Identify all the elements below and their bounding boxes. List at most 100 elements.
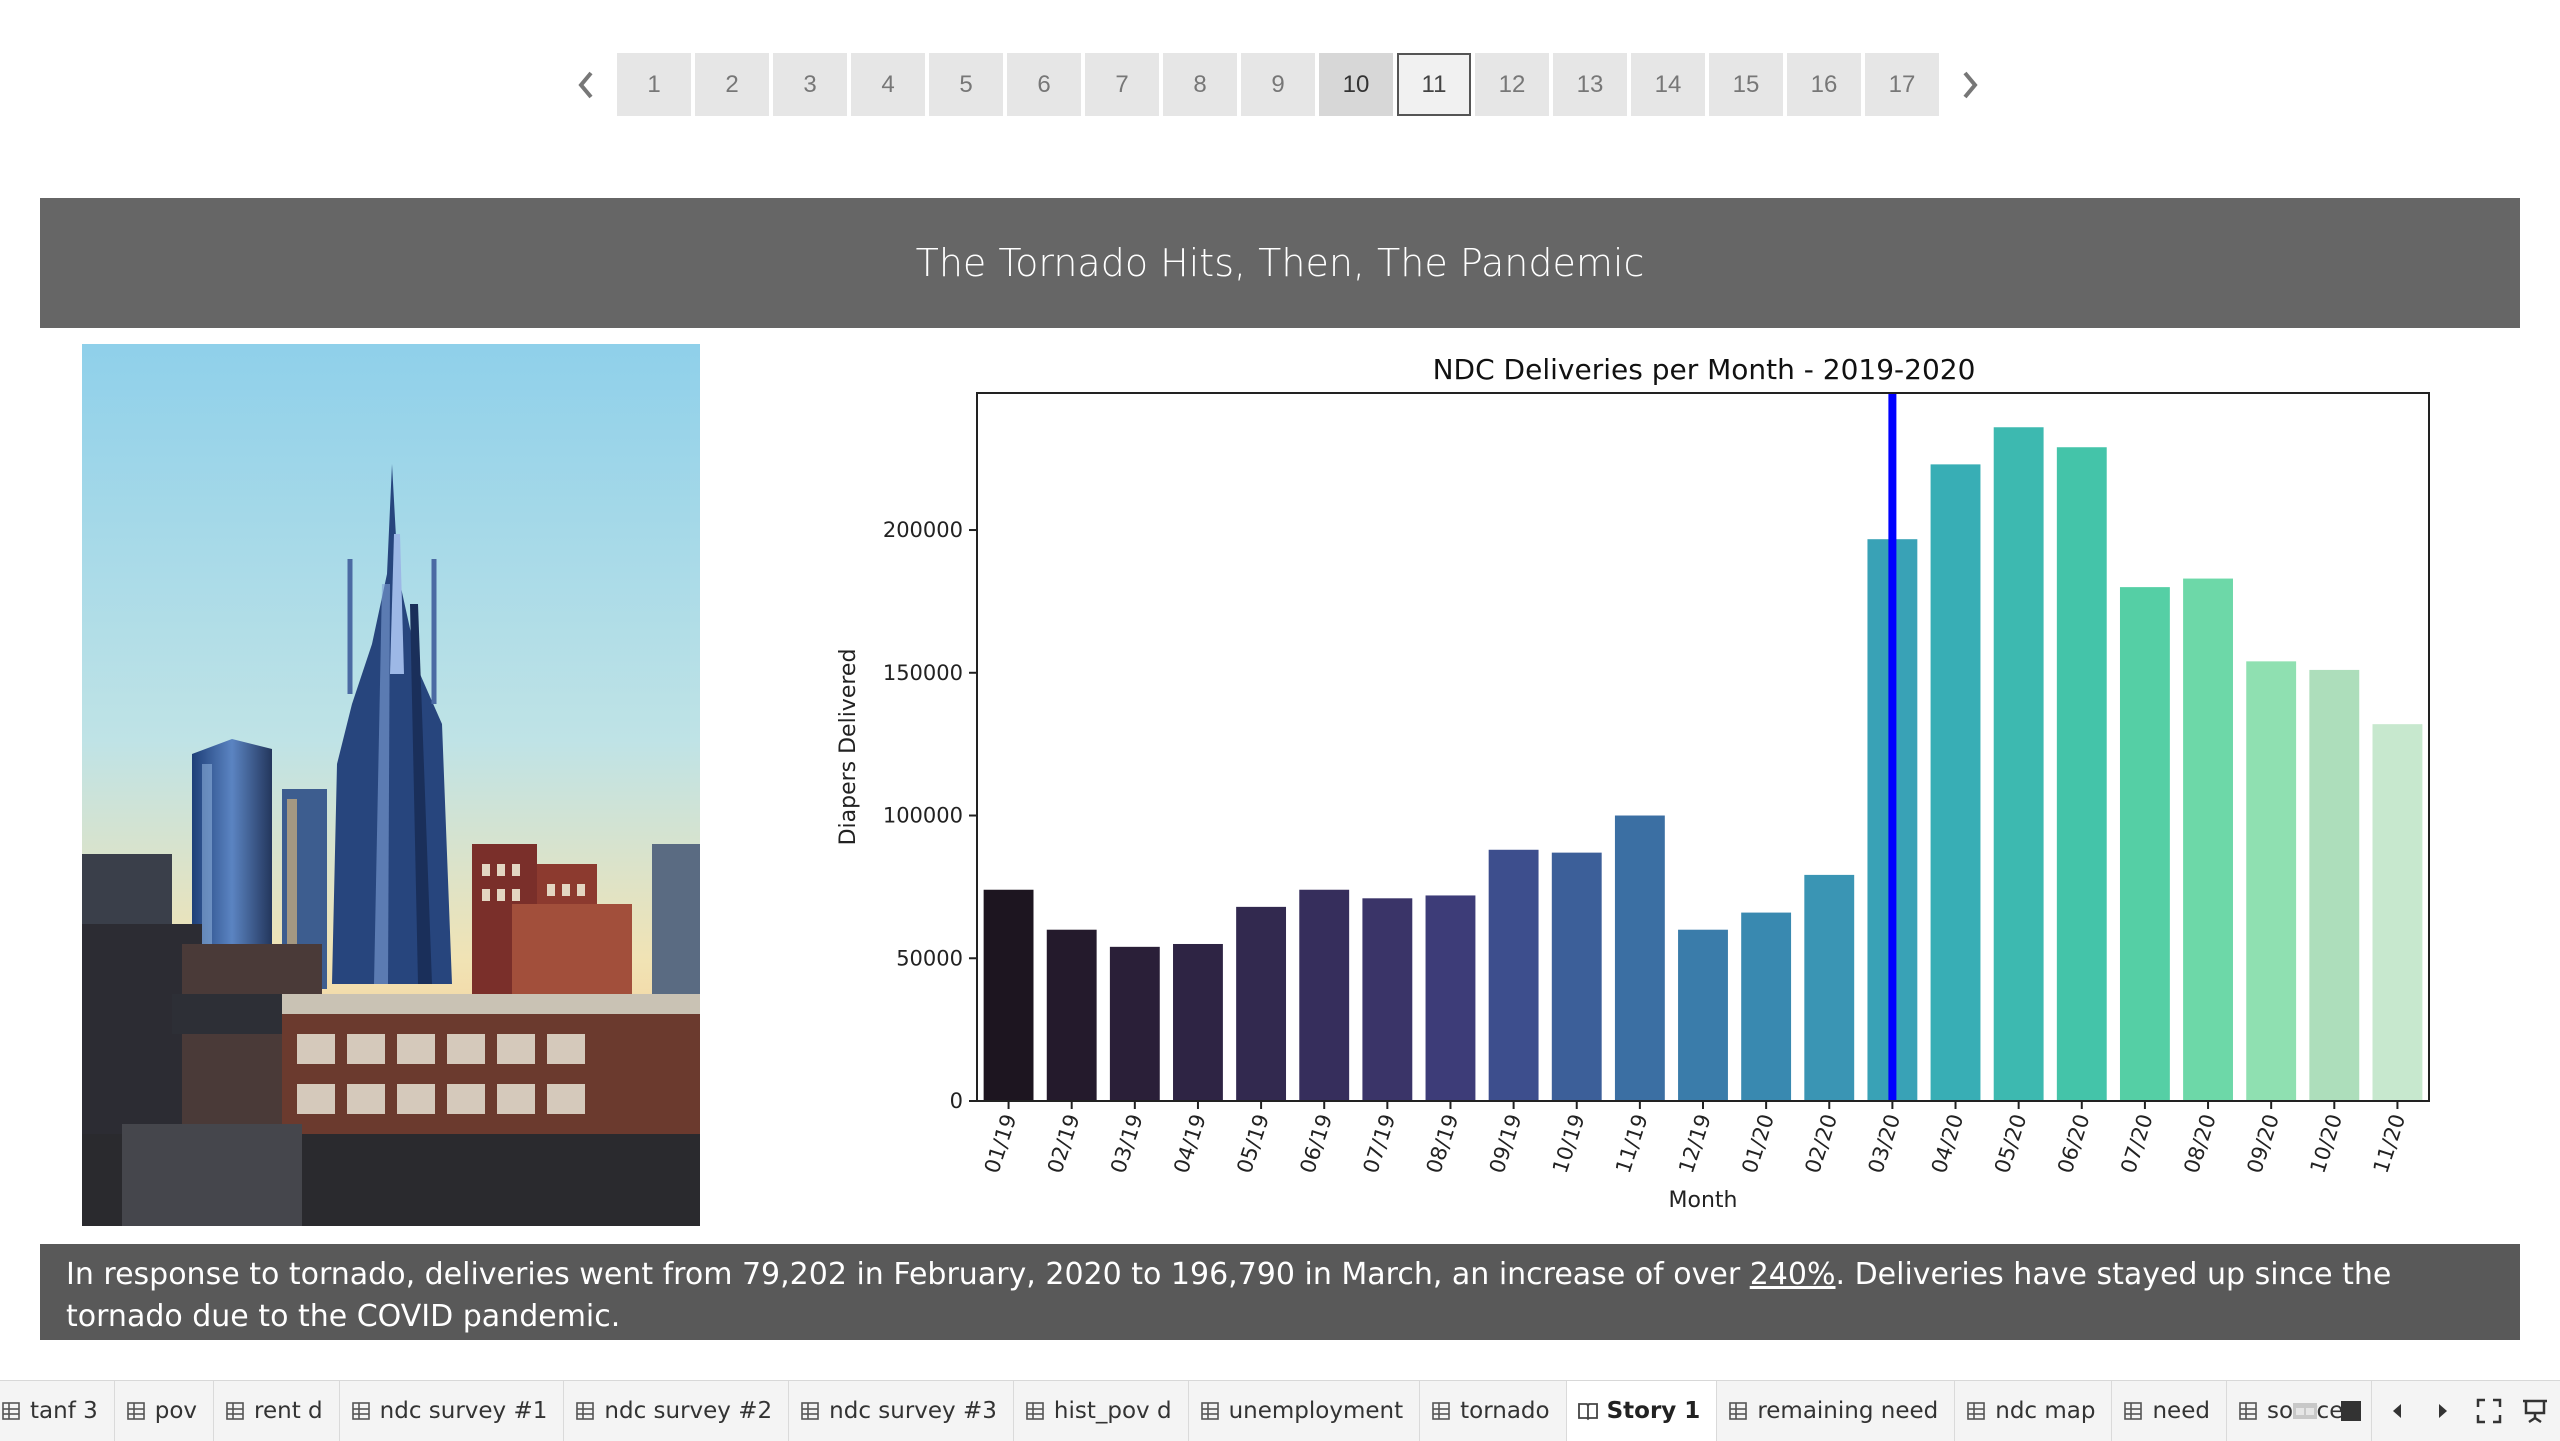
tab-ndc-survey-2[interactable]: ndc survey #2	[564, 1381, 790, 1441]
tab-label: rent d	[254, 1398, 323, 1424]
tab-label: need	[2152, 1398, 2210, 1424]
x-tick-label: 04/19	[1169, 1111, 1211, 1176]
tab-label: ndc survey #3	[829, 1398, 997, 1424]
story-point-9[interactable]: 9	[1241, 53, 1315, 116]
tab-tanf-3[interactable]: tanf 3	[0, 1381, 115, 1441]
tab-ndc-survey-3[interactable]: ndc survey #3	[789, 1381, 1014, 1441]
bar-08-19[interactable]	[1425, 895, 1476, 1101]
bar-04-19[interactable]	[1173, 943, 1223, 1101]
story-point-11[interactable]: 11	[1397, 53, 1471, 116]
tab-need[interactable]: need	[2112, 1381, 2227, 1441]
sheet-icon	[346, 1381, 376, 1441]
x-tick-label: 04/20	[1927, 1111, 1969, 1176]
x-tick-label: 11/19	[1611, 1111, 1653, 1176]
bar-11-19[interactable]	[1614, 815, 1665, 1101]
scroll-right-icon[interactable]	[2424, 1391, 2462, 1431]
sheet-icon	[1723, 1381, 1753, 1441]
y-tick-label: 50000	[896, 946, 963, 970]
bar-08-20[interactable]	[2183, 578, 2233, 1101]
story-point-17[interactable]: 17	[1865, 53, 1939, 116]
story-point-8[interactable]: 8	[1163, 53, 1237, 116]
tab-bar-tools	[2286, 1381, 2554, 1441]
x-tick-label: 10/19	[1548, 1111, 1590, 1176]
description-part-2: . Deliveries have stayed up since the to…	[66, 1257, 2392, 1334]
story-point-6[interactable]: 6	[1007, 53, 1081, 116]
tab-tornado[interactable]: tornado	[1420, 1381, 1567, 1441]
tab-ndc-map[interactable]: ndc map	[1955, 1381, 2113, 1441]
tab-rent-d[interactable]: rent d	[214, 1381, 340, 1441]
sheet-icon	[1961, 1381, 1991, 1441]
bar-09-20[interactable]	[2246, 661, 2297, 1101]
x-tick-label: 08/19	[1422, 1111, 1464, 1176]
x-tick-label: 02/19	[1043, 1111, 1085, 1176]
sheet-tabs: tanf 3 pov rent d ndc survey #1 ndc survey #…	[0, 1381, 2373, 1441]
x-tick-label: 08/20	[2179, 1111, 2221, 1176]
x-tick-label: 05/19	[1232, 1111, 1274, 1176]
y-axis-label: Diapers Delivered	[836, 649, 861, 846]
story-point-3[interactable]: 3	[773, 53, 847, 116]
bar-03-19[interactable]	[1109, 946, 1160, 1101]
bar-12-19[interactable]	[1678, 929, 1728, 1101]
tab-pov[interactable]: pov	[115, 1381, 215, 1441]
story-point-10[interactable]: 10	[1319, 53, 1393, 116]
tab-ndc-survey-1[interactable]: ndc survey #1	[340, 1381, 565, 1441]
sheet-icon	[795, 1381, 825, 1441]
tab-hist-pov-d[interactable]: hist_pov d	[1014, 1381, 1189, 1441]
show-tabs-icon[interactable]	[2332, 1391, 2370, 1431]
story-point-1[interactable]: 1	[617, 53, 691, 116]
bar-09-19[interactable]	[1488, 849, 1539, 1101]
story-point-2[interactable]: 2	[695, 53, 769, 116]
story-point-12[interactable]: 12	[1475, 53, 1549, 116]
presentation-mode-icon[interactable]	[2516, 1391, 2554, 1431]
bar-06-19[interactable]	[1299, 889, 1350, 1101]
tornado-marker-line	[1888, 393, 1897, 1101]
bar-10-19[interactable]	[1551, 852, 1602, 1101]
story-navigator: 1 2 3 4 5 6 7 8 9 10 11 12 13 14 15 16 17	[0, 53, 2560, 116]
bar-02-19[interactable]	[1046, 929, 1097, 1101]
show-filmstrip-icon[interactable]	[2286, 1391, 2324, 1431]
description-link[interactable]: 240%	[1749, 1257, 1836, 1292]
tab-label: ndc survey #1	[379, 1398, 548, 1424]
bar-02-20[interactable]	[1804, 874, 1855, 1101]
story-point-5[interactable]: 5	[929, 53, 1003, 116]
sheet-tab-bar: tanf 3 pov rent d ndc survey #1 ndc survey #…	[0, 1380, 2560, 1441]
tab-label: hist_pov d	[1053, 1398, 1172, 1424]
tab-label: unemployment	[1228, 1398, 1404, 1424]
tab-unemployment[interactable]: unemployment	[1189, 1381, 1421, 1441]
sheet-icon	[220, 1381, 250, 1441]
bar-04-20[interactable]	[1930, 464, 1981, 1101]
scroll-left-icon[interactable]	[2378, 1391, 2416, 1431]
prev-story-point-icon[interactable]	[568, 53, 604, 116]
story-point-list: 1 2 3 4 5 6 7 8 9 10 11 12 13 14 15 16 17	[617, 53, 1939, 116]
story-point-16[interactable]: 16	[1787, 53, 1861, 116]
x-tick-label: 06/19	[1295, 1111, 1337, 1176]
story-point-14[interactable]: 14	[1631, 53, 1705, 116]
deliveries-bar-chart: NDC Deliveries per Month - 2019-2020 0 50…	[820, 340, 2460, 1220]
bar-01-19[interactable]	[983, 889, 1034, 1101]
x-tick-label: 07/19	[1359, 1111, 1401, 1176]
y-tick-label: 100000	[883, 804, 963, 828]
sheet-icon	[121, 1381, 151, 1441]
tab-story-1[interactable]: Story 1	[1566, 1381, 1718, 1441]
fullscreen-icon[interactable]	[2470, 1391, 2508, 1431]
bar-05-19[interactable]	[1236, 906, 1287, 1101]
x-tick-label: 11/20	[2369, 1111, 2411, 1176]
sheet-icon	[1426, 1381, 1456, 1441]
bar-10-20[interactable]	[2309, 669, 2360, 1101]
bar-07-19[interactable]	[1362, 898, 1413, 1101]
bar-07-20[interactable]	[2119, 587, 2170, 1101]
story-point-13[interactable]: 13	[1553, 53, 1627, 116]
bar-11-20[interactable]	[2372, 724, 2423, 1101]
story-point-7[interactable]: 7	[1085, 53, 1159, 116]
nashville-skyline-photo	[82, 344, 700, 1226]
bar-06-20[interactable]	[2056, 447, 2107, 1101]
x-axis-label: Month	[1669, 1188, 1738, 1213]
tab-label: Story 1	[1606, 1398, 1701, 1424]
tab-remaining-need[interactable]: remaining need	[1717, 1381, 1956, 1441]
story-point-4[interactable]: 4	[851, 53, 925, 116]
x-tick-label: 01/19	[980, 1111, 1022, 1176]
next-story-point-icon[interactable]	[1952, 53, 1988, 116]
story-point-15[interactable]: 15	[1709, 53, 1783, 116]
bar-05-20[interactable]	[1993, 427, 2044, 1101]
bar-01-20[interactable]	[1741, 912, 1792, 1101]
